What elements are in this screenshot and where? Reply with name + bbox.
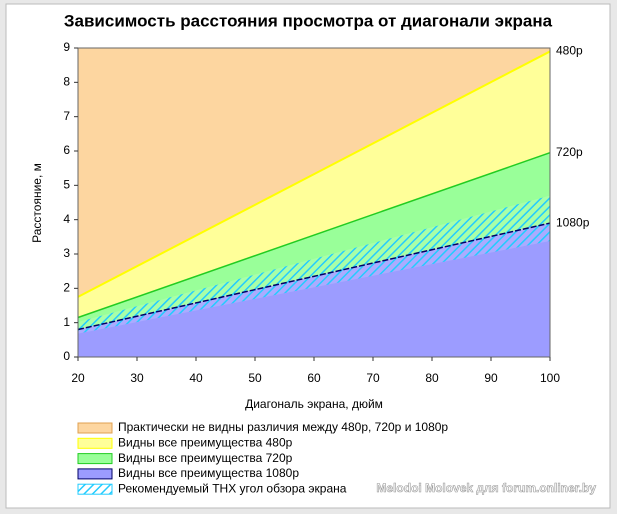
- watermark: Melodoi Molovek для forum.onliner.by: [376, 481, 596, 495]
- series-line: [77, 222, 551, 331]
- thx-band: [78, 195, 550, 334]
- y-tick-label: 0: [63, 349, 70, 363]
- x-tick-label: 30: [130, 371, 144, 385]
- legend-label: Видны все преимущества 480p: [118, 435, 293, 449]
- y-tick-label: 9: [63, 40, 70, 54]
- x-tick-label: 90: [484, 371, 498, 385]
- x-tick-label: 80: [425, 371, 439, 385]
- y-axis-label: Расстояние, м: [30, 163, 44, 243]
- area: [78, 152, 550, 330]
- x-tick-label: 70: [366, 371, 380, 385]
- legend-label: Видны все преимущества 1080p: [118, 466, 299, 480]
- legend-swatch: [77, 437, 113, 449]
- x-tick-label: 20: [71, 371, 85, 385]
- y-tick-label: 2: [63, 281, 70, 295]
- end-label: 720p: [556, 145, 583, 159]
- y-tick-label: 5: [63, 178, 70, 192]
- y-tick-label: 7: [63, 109, 70, 123]
- legend-label: Видны все преимущества 720p: [118, 451, 293, 465]
- y-tick-label: 8: [63, 75, 70, 89]
- series-line: [77, 152, 551, 319]
- area: [78, 51, 550, 318]
- y-tick-label: 4: [63, 212, 70, 226]
- y-tick-label: 6: [63, 143, 70, 157]
- y-tick-label: 1: [63, 315, 70, 329]
- x-tick-label: 60: [307, 371, 321, 385]
- legend-swatch: [77, 422, 113, 434]
- x-axis-label: Диагональ экрана, дюйм: [245, 397, 383, 411]
- legend-label: Рекомендуемый THX угол обзора экрана: [118, 481, 347, 495]
- y-tick-label: 3: [63, 246, 70, 260]
- chart-title: Зависимость расстояния просмотра от диаг…: [64, 11, 553, 30]
- x-tick-label: 40: [189, 371, 203, 385]
- legend-label: Практически не видны различия между 480p…: [118, 420, 448, 434]
- series-line: [77, 50, 551, 298]
- x-tick-label: 100: [540, 371, 560, 385]
- end-label: 480p: [556, 44, 583, 58]
- end-label: 1080p: [556, 215, 590, 229]
- legend-swatch: [77, 483, 113, 495]
- legend-swatch: [77, 468, 113, 480]
- legend-swatch: [77, 453, 113, 465]
- x-tick-label: 50: [248, 371, 262, 385]
